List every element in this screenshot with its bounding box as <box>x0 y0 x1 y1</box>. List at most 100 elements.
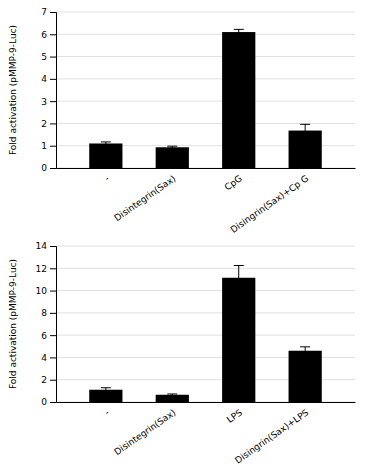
tick-label: 3 <box>41 97 47 107</box>
error-cap <box>101 387 111 388</box>
error-cap <box>234 34 244 35</box>
x-axis: -Disintegrin(Sax) LPSDisingrin(Sax)+LPS <box>57 402 356 466</box>
grid-line <box>56 78 355 79</box>
marks <box>89 266 322 403</box>
error-bar <box>234 29 244 34</box>
tick-label: 12 <box>36 264 47 274</box>
tick: 14 <box>36 241 56 251</box>
x-axis: -Disintegrin(Sax)CpGDisingrin(Sax)+Cp G <box>57 168 356 235</box>
tick-label: 6 <box>41 331 47 341</box>
tick: 1 <box>41 141 56 151</box>
error-cap <box>167 146 177 147</box>
marks <box>89 29 322 168</box>
tick-label: 2 <box>41 375 47 385</box>
panel: 0 2 4 6 8 10 12 14 -Disintegrin(Sax) LPSDisingrin… <box>8 241 356 465</box>
bar <box>156 147 189 168</box>
tick-mark <box>50 79 56 80</box>
error-bar <box>234 266 244 291</box>
tick-mark <box>50 246 56 247</box>
tick: 8 <box>41 308 56 318</box>
grid-line <box>56 12 355 13</box>
tick: LPS <box>225 402 244 425</box>
grid-line <box>56 246 355 247</box>
grid-line <box>56 56 355 57</box>
tick-label: LPS <box>225 407 244 425</box>
error-cap <box>167 393 177 394</box>
error-cap <box>101 145 111 146</box>
tick: 12 <box>36 264 56 274</box>
tick: 10 <box>36 286 56 296</box>
tick: 4 <box>41 74 56 84</box>
bar <box>222 278 255 402</box>
tick: Disintegrin(Sax) <box>112 402 177 457</box>
tick: 2 <box>41 375 56 385</box>
bar <box>222 32 255 168</box>
error-cap <box>234 265 244 266</box>
grid <box>56 246 355 402</box>
chart: 01234567-Disintegrin(Sax)CpGDisingrin(Sa… <box>0 0 367 468</box>
error-cap <box>167 148 177 149</box>
tick: 4 <box>41 353 56 363</box>
tick: Disingrin(Sax)+LPS <box>233 402 310 466</box>
y-axis: 0 1 2 3 4 5 6 7 <box>41 7 56 173</box>
error-cap <box>300 136 310 137</box>
grid-line <box>56 290 355 291</box>
tick-label: 14 <box>36 241 48 251</box>
error-cap <box>167 395 177 396</box>
tick-mark <box>50 268 56 269</box>
grid-line <box>56 101 355 102</box>
tick-label: 6 <box>41 30 47 40</box>
tick-mark <box>50 380 56 381</box>
error-cap <box>300 354 310 355</box>
tick: 2 <box>41 119 56 129</box>
tick-mark <box>50 57 56 58</box>
tick-label: 0 <box>41 163 47 173</box>
y-axis-title: Fold activation (pMMP-9-Luc) <box>8 259 18 389</box>
tick-label: 10 <box>36 286 48 296</box>
tick-label: CpG <box>223 173 244 192</box>
tick-mark <box>50 146 56 147</box>
bar <box>289 351 322 402</box>
error-bar <box>101 388 111 392</box>
tick-label: 4 <box>41 74 47 84</box>
tick: - <box>103 168 111 183</box>
panel: 01234567-Disintegrin(Sax)CpGDisingrin(Sa… <box>8 7 356 234</box>
tick: 0 <box>41 163 56 173</box>
error-line <box>305 347 306 355</box>
tick: 6 <box>41 30 56 40</box>
y-axis: 0 2 4 6 8 10 12 14 <box>36 241 57 407</box>
error-cap <box>234 29 244 30</box>
error-line <box>105 388 106 392</box>
grid-line <box>56 268 355 269</box>
tick-label: 7 <box>41 7 47 17</box>
axis-line <box>57 168 356 169</box>
tick-mark <box>50 101 56 102</box>
grid-line <box>56 312 355 313</box>
tick: 0 <box>41 397 56 407</box>
tick-label: Disingrin(Sax)+LPS <box>233 407 310 465</box>
tick-label: - <box>103 407 111 417</box>
tick-mark <box>50 402 56 403</box>
tick: 6 <box>41 331 56 341</box>
tick-label: 2 <box>41 119 47 129</box>
tick: - <box>103 402 111 417</box>
error-cap <box>101 391 111 392</box>
tick-mark <box>50 168 56 169</box>
bar <box>89 390 122 402</box>
bar <box>156 395 189 402</box>
tick: Disintegrin(Sax) <box>112 168 177 223</box>
tick-mark <box>50 291 56 292</box>
error-cap <box>300 124 310 125</box>
y-axis-title: Fold activation (pMMP-9-Luc) <box>8 25 18 155</box>
tick-mark <box>50 357 56 358</box>
tick-mark <box>50 335 56 336</box>
error-bar <box>300 347 310 355</box>
tick: 5 <box>41 52 56 62</box>
tick: CpG <box>223 168 244 192</box>
tick-label: 1 <box>41 141 47 151</box>
grid <box>56 12 355 168</box>
axis-line <box>57 402 356 403</box>
tick-label: 0 <box>41 397 47 407</box>
tick-mark <box>50 12 56 13</box>
error-bar <box>167 146 177 148</box>
